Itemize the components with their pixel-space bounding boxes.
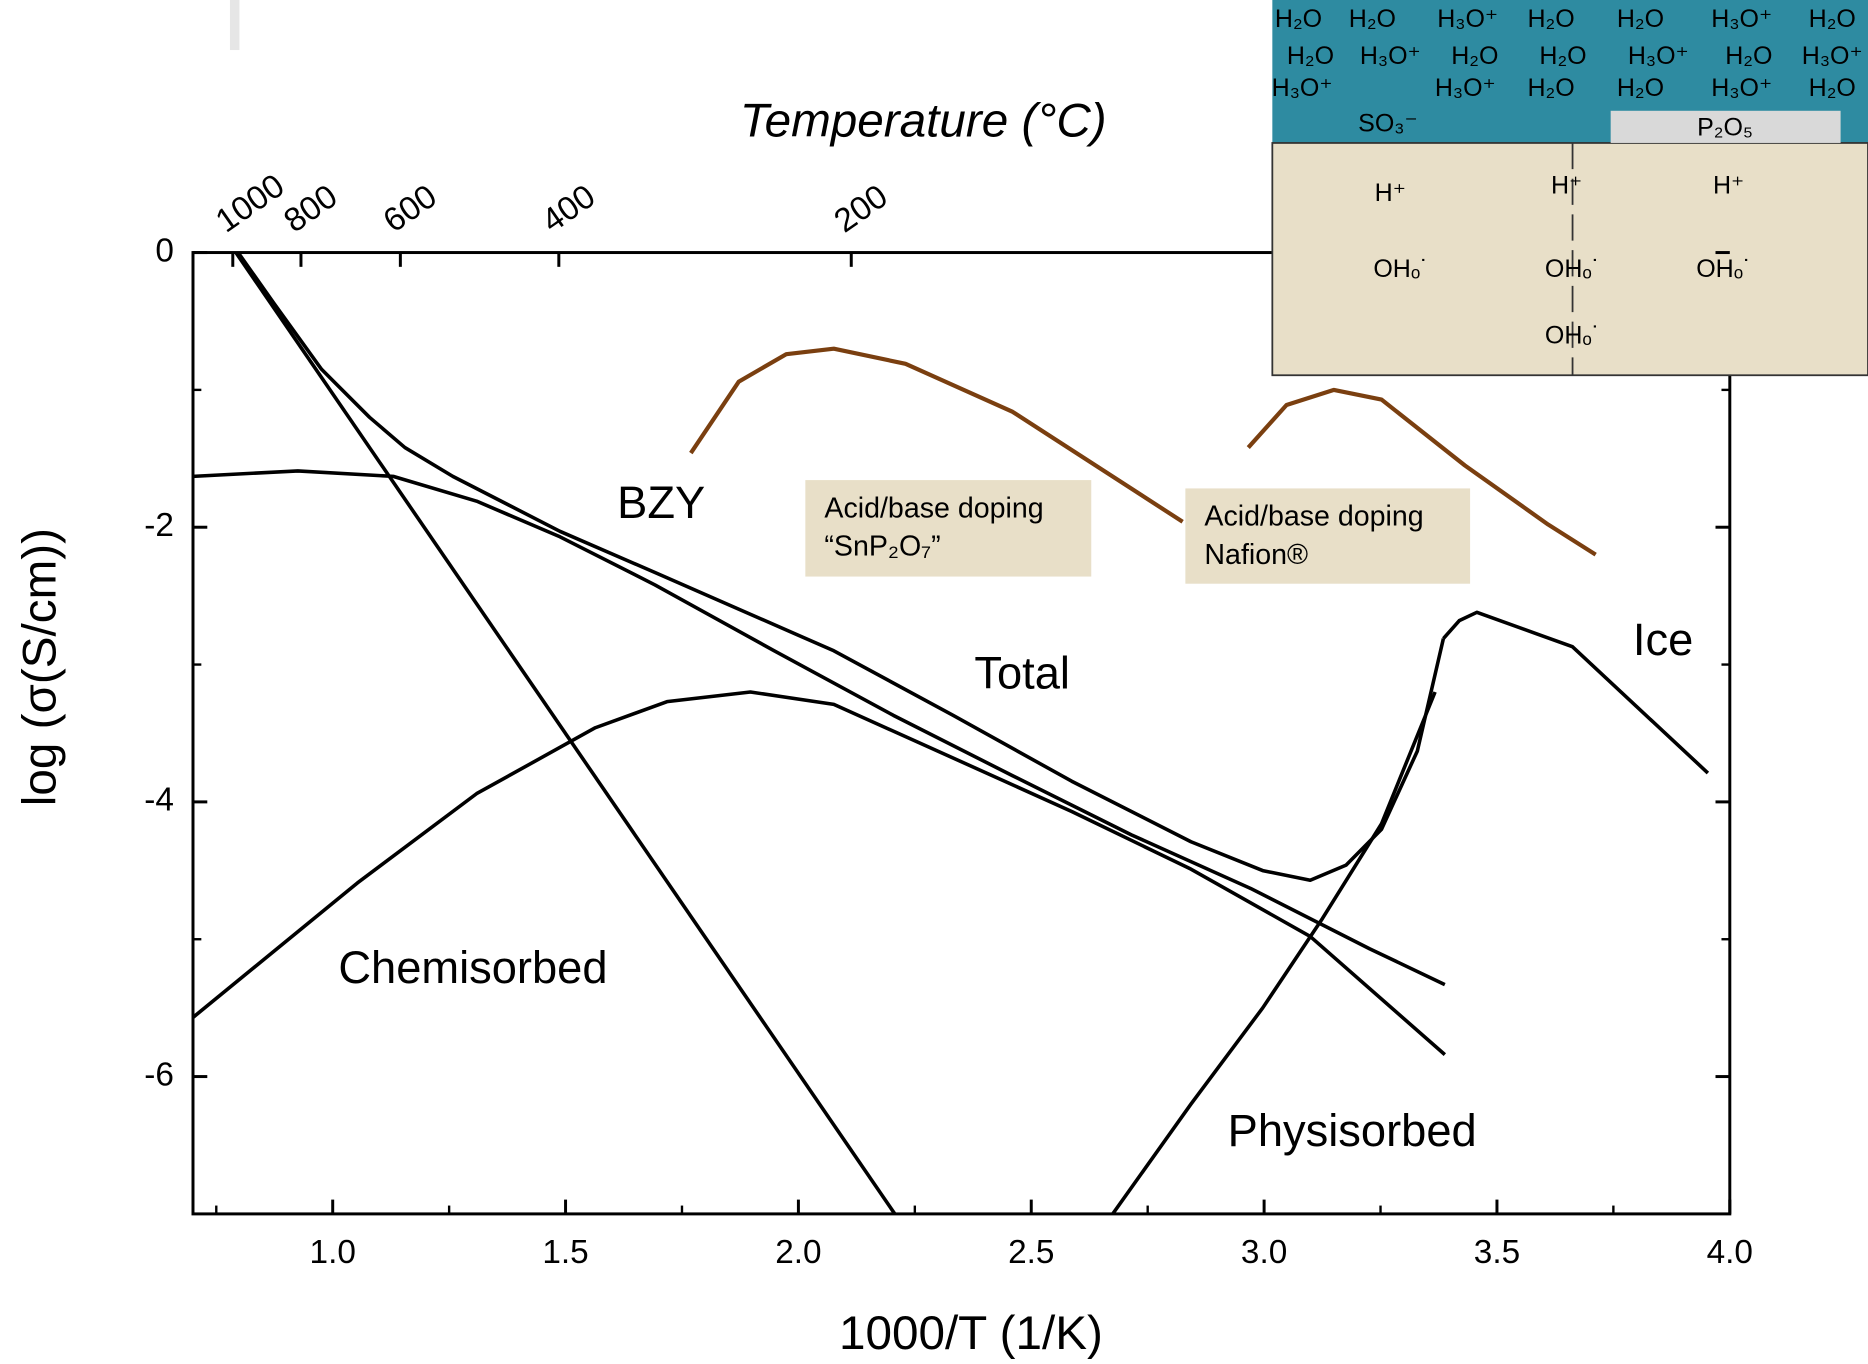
x-tick-label: 2.5 (1008, 1234, 1054, 1271)
curve-label: Ice (1633, 614, 1693, 665)
water-species: H₂O (1725, 42, 1772, 70)
curve-label: Total (974, 648, 1070, 699)
plot-frame (191, 251, 1732, 1216)
y-tick-label: 0 (155, 232, 174, 269)
x-tick-label: 1.5 (542, 1234, 588, 1271)
inset-diagram: H₂O H₂O H₃O⁺ H₂O H₂O H₃O⁺ H₂O H₂O H₃O⁺ H₂O H₂O H₃O⁺… (1271, 0, 1868, 377)
water-species: H₂O (1617, 5, 1664, 33)
curve-label: Chemisorbed (338, 942, 607, 993)
y-axis-label: log (σ(S/cm)) (13, 528, 66, 806)
water-species: H₃O⁺ (1435, 74, 1496, 102)
y-tick-label: -6 (144, 1056, 174, 1093)
top-tick-label: 600 (377, 178, 444, 240)
curve (234, 252, 897, 1214)
curve (1111, 691, 1437, 1214)
water-species: H₂O (1539, 42, 1586, 70)
annotation-text: Acid/base doping (1204, 501, 1423, 533)
water-species: H₂O (1809, 74, 1856, 102)
plot-area (192, 252, 1710, 1214)
curve-label: Physisorbed (1228, 1105, 1477, 1156)
artifact-bar (229, 0, 240, 51)
water-species: H₂O (1275, 5, 1322, 33)
water-species: H₃O⁺ (1628, 42, 1689, 70)
water-species: H₂O (1287, 42, 1334, 70)
curve (1246, 387, 1597, 557)
bulk-species: OHₒ˙ (1545, 255, 1600, 283)
water-species: H₂O (1527, 74, 1574, 102)
x-tick-label: 4.0 (1707, 1234, 1753, 1271)
annotation-text: Nafion® (1204, 539, 1308, 571)
water-species: H₃O⁺ (1711, 5, 1772, 33)
x-tick-label: 3.5 (1474, 1234, 1520, 1271)
top-tick-label: 800 (277, 178, 344, 240)
y-tick-label: -4 (144, 782, 174, 819)
curve (236, 252, 1446, 883)
x-tick-label: 1.0 (310, 1234, 356, 1271)
water-species: H₃O⁺ (1802, 42, 1863, 70)
x-tick-label: 3.0 (1241, 1234, 1287, 1271)
surface-group: P₂O₅ (1697, 113, 1753, 141)
annotation-text: “SnP₂O₇” (824, 531, 940, 563)
annotation-box (805, 480, 1092, 577)
water-species: H₃O⁺ (1360, 42, 1421, 70)
curve (1442, 610, 1710, 775)
bulk-species: H⁺ (1551, 172, 1582, 200)
curve-label: BZY (617, 477, 705, 528)
water-species: H₂O (1349, 5, 1396, 33)
annotation-box (1185, 488, 1471, 584)
bulk-species: OHₒ˙ (1696, 255, 1751, 283)
water-species: H₂O (1527, 5, 1574, 33)
bulk-layer (1271, 142, 1868, 377)
top-tick-label: 1000 (209, 167, 291, 240)
y-tick-label: -2 (144, 507, 174, 544)
curve (689, 346, 1184, 524)
bulk-species: H⁺ (1375, 179, 1406, 207)
bulk-species: OHₒ˙ (1373, 255, 1428, 283)
water-species: H₂O (1809, 5, 1856, 33)
top-tick-label: 200 (828, 178, 895, 240)
water-species: H₂O (1617, 74, 1664, 102)
x-tick-label: 2.0 (775, 1234, 821, 1271)
top-axis-label: Temperature (°C) (740, 94, 1107, 147)
top-tick-label: 400 (535, 178, 602, 240)
water-species: H₂O (1451, 42, 1498, 70)
water-species: H₃O⁺ (1437, 5, 1498, 33)
bulk-species: H⁺ (1713, 172, 1744, 200)
x-axis-label: 1000/T (1/K) (839, 1307, 1103, 1360)
curve (192, 690, 1447, 1056)
water-species: H₃O⁺ (1711, 74, 1772, 102)
bulk-species: OHₒ˙ (1545, 322, 1600, 350)
p2o5-patch (1610, 110, 1841, 143)
annotation-text: Acid/base doping (824, 492, 1043, 524)
curve (192, 469, 1446, 987)
surface-group: SO₃⁻ (1358, 110, 1418, 138)
water-species: H₃O⁺ (1272, 74, 1333, 102)
